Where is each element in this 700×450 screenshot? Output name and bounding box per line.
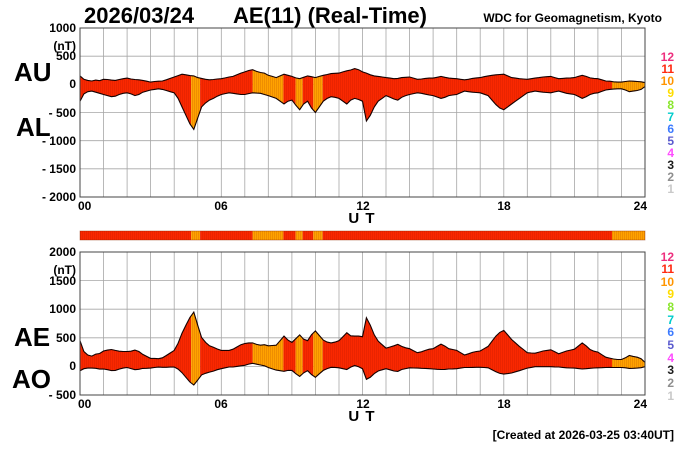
- au-trace: [79, 68, 646, 84]
- ae-axis-label: AE: [14, 322, 51, 352]
- y-tick-label: - 1000: [41, 134, 76, 148]
- source-credit: WDC for Geomagnetism, Kyoto: [483, 11, 662, 25]
- y-tick-label: 1000: [49, 21, 76, 35]
- x-tick-label: 24: [633, 199, 647, 213]
- station-scale-value: 12: [660, 49, 674, 64]
- station-scale-value: 9: [667, 85, 674, 100]
- x-tick-label: 06: [214, 397, 228, 411]
- y-tick-label: 500: [55, 49, 76, 63]
- station-scale-value: 2: [667, 169, 674, 184]
- ut-axis-label-bottom: U T: [348, 408, 376, 425]
- ao-trace: [79, 362, 646, 386]
- station-scale-value: 5: [667, 133, 674, 148]
- au-axis-label: AU: [14, 57, 52, 87]
- x-tick-label: 00: [78, 199, 92, 213]
- station-scale-value: 11: [661, 262, 674, 277]
- y-tick-label: 1500: [49, 274, 76, 288]
- al-axis-label: AL: [16, 112, 51, 142]
- station-scale-value: 8: [667, 300, 674, 315]
- y-tick-label: 0: [69, 77, 76, 91]
- station-scale-value: 5: [667, 338, 674, 352]
- y-tick-label: - 1500: [41, 162, 76, 176]
- x-tick-label: 00: [78, 397, 92, 411]
- y-axis-unit: (nT): [53, 39, 76, 53]
- station-scale-value: 6: [667, 121, 674, 136]
- station-scale-value: 11: [661, 61, 674, 76]
- ut-axis-label-top: U T: [348, 210, 376, 227]
- station-scale-value: 9: [667, 287, 674, 302]
- station-scale-value: 1: [667, 388, 674, 403]
- station-count-bar: [79, 230, 646, 241]
- station-scale-value: 7: [667, 109, 674, 124]
- y-tick-label: - 2000: [41, 190, 76, 204]
- station-scale-value: 12: [660, 249, 674, 264]
- y-tick-label: 500: [55, 331, 76, 345]
- station-scale-value: 3: [667, 157, 674, 172]
- y-tick-label: - 500: [48, 388, 76, 402]
- x-tick-label: 06: [214, 199, 228, 213]
- y-tick-label: - 500: [48, 106, 76, 120]
- y-tick-label: 0: [69, 359, 76, 373]
- station-scale-value: 4: [667, 145, 674, 160]
- station-scale-value: 7: [667, 312, 674, 327]
- x-tick-label: 24: [633, 397, 647, 411]
- page-title: AE(11) (Real-Time): [233, 3, 427, 28]
- panel-top: [79, 27, 646, 198]
- ao-axis-label: AO: [12, 364, 51, 394]
- x-tick-label: 12: [356, 199, 370, 213]
- station-scale-value: 4: [667, 350, 674, 365]
- panel-bottom: [79, 251, 646, 396]
- created-timestamp: [Created at 2026-03-25 03:40UT]: [492, 428, 674, 442]
- ae-trace: [79, 310, 646, 363]
- station-scale-value: 10: [660, 274, 674, 289]
- station-scale-value: 3: [667, 363, 674, 378]
- plot-date: 2026/03/24: [84, 3, 195, 28]
- station-scale-value: 2: [667, 375, 674, 390]
- y-tick-label: 2000: [49, 245, 76, 259]
- station-scale-value: 10: [660, 73, 674, 88]
- y-axis-unit: (nT): [53, 263, 76, 277]
- al-trace: [79, 86, 646, 131]
- x-tick-label: 18: [497, 397, 511, 411]
- station-scale-value: 8: [667, 97, 674, 112]
- station-scale-value: 6: [667, 325, 674, 340]
- x-tick-label: 12: [356, 397, 370, 411]
- x-tick-label: 18: [497, 199, 511, 213]
- station-scale-value: 1: [667, 181, 674, 196]
- y-tick-label: 1000: [49, 302, 76, 316]
